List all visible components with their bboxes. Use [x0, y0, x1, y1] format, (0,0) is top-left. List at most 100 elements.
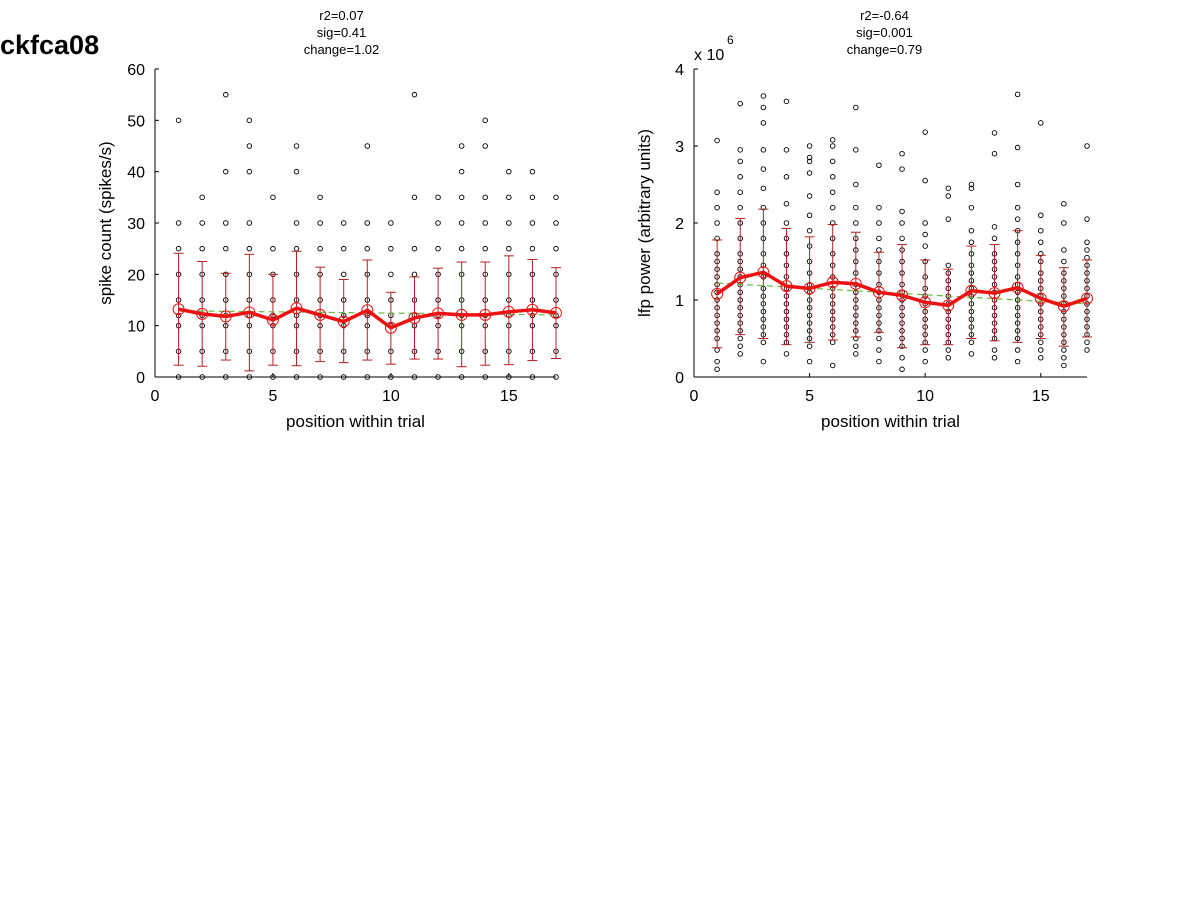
- data-point: [714, 366, 720, 373]
- mean-marker: [919, 296, 932, 309]
- y-tick-label: 1: [675, 293, 684, 310]
- data-point: [529, 245, 536, 252]
- data-point: [876, 162, 882, 168]
- data-point: [340, 374, 347, 380]
- data-point: [246, 374, 253, 380]
- data-point: [829, 189, 836, 195]
- mean-marker: [455, 308, 468, 321]
- y-tick-label: 40: [127, 165, 145, 182]
- data-point: [783, 220, 790, 226]
- data-point: [760, 104, 767, 111]
- data-point: [435, 220, 441, 226]
- mean-marker: [826, 276, 839, 289]
- data-point: [1084, 254, 1090, 261]
- data-point: [199, 245, 205, 252]
- data-point: [340, 245, 347, 252]
- data-point: [506, 374, 512, 380]
- data-point: [945, 347, 952, 353]
- data-point: [737, 204, 743, 211]
- data-point: [853, 351, 859, 357]
- data-point: [270, 194, 276, 201]
- mean-marker: [965, 284, 978, 297]
- data-point: [435, 194, 441, 201]
- data-point: [760, 185, 767, 192]
- mean-marker: [1011, 281, 1024, 294]
- data-point: [411, 91, 418, 98]
- data-point: [223, 374, 229, 380]
- y-tick-label: 3: [675, 139, 684, 156]
- data-point: [553, 374, 559, 380]
- data-point: [246, 220, 253, 226]
- data-point: [1038, 227, 1044, 234]
- data-point: [1084, 143, 1090, 149]
- data-point: [388, 271, 394, 278]
- mean-marker: [803, 282, 816, 295]
- mean-marker: [243, 306, 256, 319]
- data-point: [223, 91, 229, 98]
- data-point: [506, 245, 512, 252]
- data-point: [714, 347, 720, 353]
- data-point: [829, 204, 836, 211]
- data-point: [529, 220, 536, 226]
- data-point: [411, 374, 418, 380]
- data-point: [246, 143, 253, 149]
- data-point: [899, 235, 905, 242]
- data-point: [1061, 200, 1067, 207]
- data-point: [458, 374, 465, 380]
- mean-marker: [384, 321, 397, 334]
- mean-marker: [1081, 292, 1093, 305]
- mean-marker: [757, 266, 770, 279]
- mean-marker: [1057, 300, 1070, 313]
- data-point: [1084, 239, 1090, 245]
- data-point: [199, 374, 205, 380]
- data-point: [1084, 216, 1090, 222]
- data-point: [853, 181, 859, 188]
- data-point: [899, 208, 905, 215]
- mean-marker: [942, 299, 955, 312]
- data-point: [806, 170, 813, 176]
- data-point: [714, 189, 720, 195]
- data-point: [529, 194, 536, 201]
- data-point: [270, 245, 276, 252]
- mean-marker: [172, 303, 185, 316]
- x-tick-label: 0: [690, 388, 699, 405]
- data-point: [945, 193, 952, 199]
- data-point: [829, 158, 836, 165]
- data-point: [270, 374, 276, 380]
- data-point: [945, 355, 952, 361]
- mean-marker: [550, 306, 562, 319]
- data-point: [783, 351, 790, 357]
- data-point: [945, 216, 952, 222]
- data-point: [1061, 362, 1067, 369]
- mean-marker: [988, 287, 1001, 300]
- data-point: [364, 374, 371, 380]
- data-point: [853, 220, 859, 226]
- y-tick-label: 0: [136, 370, 145, 387]
- data-point: [737, 100, 743, 107]
- data-point: [991, 150, 998, 157]
- data-point: [760, 358, 767, 365]
- data-point: [806, 343, 813, 349]
- data-point: [388, 220, 394, 226]
- y-tick-label: 2: [675, 216, 684, 233]
- data-point: [293, 220, 300, 226]
- data-point: [737, 343, 743, 349]
- chart-title-line: r2=0.07: [319, 8, 363, 23]
- data-point: [853, 104, 859, 111]
- data-point: [1014, 144, 1021, 151]
- data-point: [783, 174, 790, 180]
- data-point: [246, 245, 253, 252]
- mean-marker: [408, 311, 421, 324]
- data-point: [1038, 120, 1044, 126]
- data-point: [737, 158, 743, 165]
- data-point: [876, 335, 882, 342]
- data-point: [506, 194, 512, 201]
- data-point: [899, 150, 905, 157]
- data-point: [199, 194, 205, 201]
- data-point: [340, 271, 347, 278]
- data-point: [783, 98, 790, 105]
- data-point: [175, 245, 182, 252]
- mean-marker: [314, 308, 327, 321]
- data-point: [482, 220, 488, 226]
